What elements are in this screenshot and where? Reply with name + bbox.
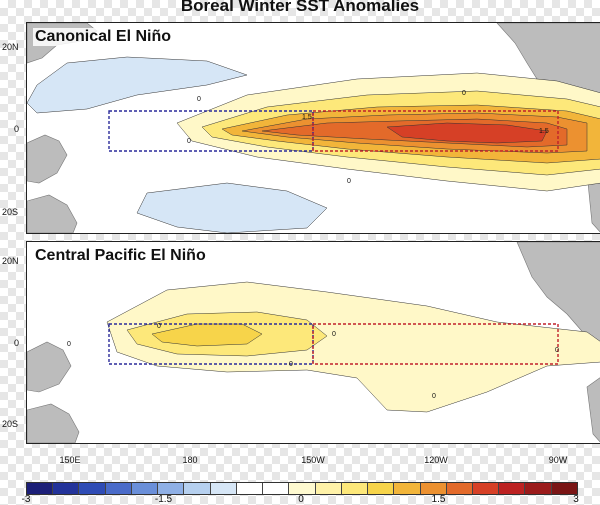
lon-label: 150W: [301, 455, 325, 465]
colorbar-cell: [289, 483, 316, 494]
canonical-map-svg: 0 0 1.5 0 0 1.5: [27, 23, 600, 233]
lat-label: 20N: [2, 42, 19, 52]
lon-label: 180: [182, 455, 198, 465]
colorbar-cell: [79, 483, 106, 494]
colorbar-cell: [315, 483, 342, 494]
contour-label: 0: [347, 178, 351, 185]
colorbar-tick-label: 0: [298, 494, 304, 505]
colorbar-cell: [472, 483, 500, 494]
eastern-box: [312, 323, 559, 365]
colorbar: [26, 482, 578, 495]
colorbar-tick-label: -3: [21, 494, 31, 505]
central-pacific-map-svg: 0 0 0 0 0 0: [27, 242, 600, 443]
lat-label: 0: [14, 338, 20, 348]
land-maritime: [27, 134, 68, 184]
contour-label: 0: [462, 90, 466, 97]
cold-anomaly-north: [27, 56, 248, 114]
colorbar-cell: [210, 483, 237, 494]
contour-label: 0: [555, 347, 559, 354]
colorbar-cell: [420, 483, 447, 494]
land-americas: [516, 242, 600, 352]
colorbar-cell: [184, 483, 211, 494]
lon-label: 150E: [59, 455, 81, 465]
colorbar-cell: [27, 483, 54, 494]
contour-label: 0: [187, 138, 191, 145]
lat-label: 20S: [2, 207, 19, 217]
contour-label: 0: [197, 96, 201, 103]
contour-label: 0: [67, 341, 71, 348]
colorbar-cell: [341, 483, 369, 494]
colorbar-cell: [236, 483, 264, 494]
colorbar-tick-label: -1.5: [154, 494, 173, 505]
central-pacific-el-nino-map: 0 0 0 0 0 0 Central Pacific El Niño: [26, 241, 600, 444]
colorbar-cell: [131, 483, 159, 494]
eastern-box: [312, 110, 559, 152]
colorbar-tick-label: 1.5: [431, 494, 446, 505]
colorbar-cell: [368, 483, 395, 494]
figure-title: Boreal Winter SST Anomalies: [180, 0, 420, 15]
colorbar-cell: [525, 483, 552, 494]
warm-anomaly-5: [386, 122, 548, 144]
canonical-el-nino-map: 0 0 1.5 0 0 1.5 Canonical El Niño: [26, 22, 600, 234]
contour-label: 0: [332, 331, 336, 338]
colorbar-cell: [158, 483, 185, 494]
contour-label: 0: [289, 361, 293, 368]
land-australia: [27, 403, 80, 443]
lat-label: 20S: [2, 419, 19, 429]
contour-label: 0: [157, 323, 161, 330]
colorbar-cell: [446, 483, 473, 494]
land-south-america: [586, 377, 600, 443]
lat-label: 20N: [2, 256, 19, 266]
colorbar-cell: [263, 483, 290, 494]
lon-label: 120W: [424, 455, 448, 465]
lon-label: 90W: [548, 455, 568, 465]
western-box: [108, 323, 314, 365]
lat-label: 0: [14, 124, 20, 134]
contour-label: 1.5: [539, 128, 549, 135]
colorbar-cell: [499, 483, 526, 494]
panel-label-central-pacific: Central Pacific El Niño: [33, 247, 208, 265]
colorbar-cell: [105, 483, 132, 494]
western-box: [108, 110, 314, 152]
colorbar-cell: [394, 483, 421, 494]
contour-label: 0: [432, 393, 436, 400]
colorbar-cell: [53, 483, 80, 494]
land-maritime: [27, 341, 72, 393]
contour-label: 1.5: [302, 114, 312, 121]
panel-label-canonical: Canonical El Niño: [33, 28, 174, 46]
land-australia: [27, 194, 78, 233]
cold-anomaly-south: [136, 182, 328, 233]
colorbar-tick-label: 3: [573, 494, 579, 505]
colorbar-cell: [551, 483, 577, 494]
